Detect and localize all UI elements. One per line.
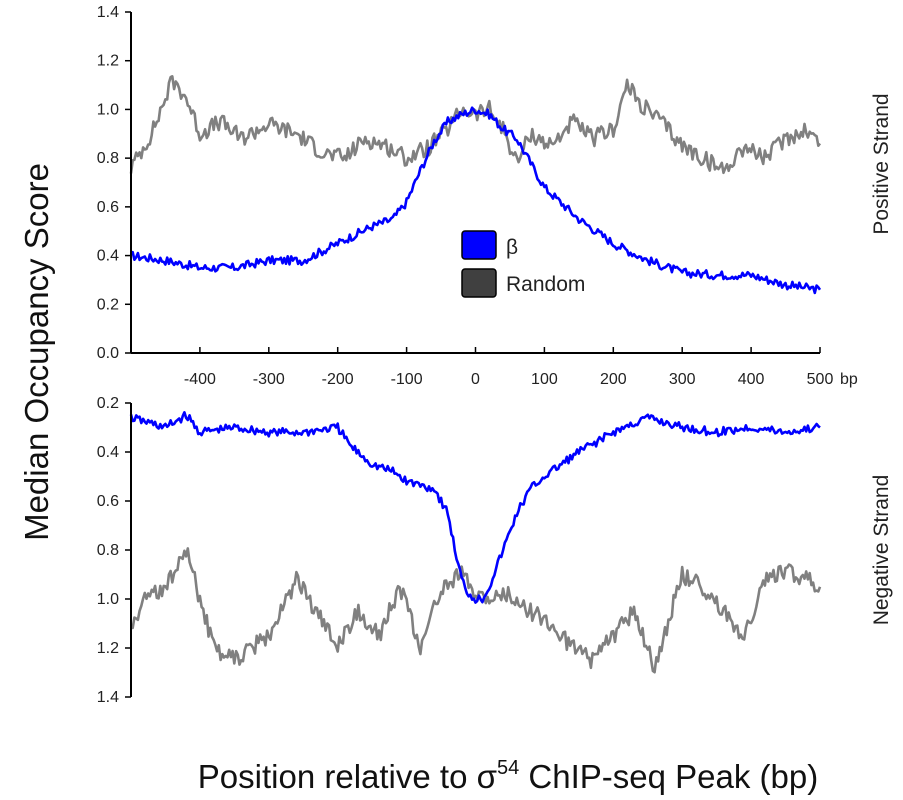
y-tick-label: 0.8 xyxy=(97,150,119,167)
y-tick-label: 0.8 xyxy=(97,542,119,559)
x-axis-title-superscript: 54 xyxy=(497,757,519,779)
y-tick-label: 0.6 xyxy=(97,199,119,216)
x-unit-label: bp xyxy=(840,371,858,388)
series-line-beta xyxy=(129,410,821,604)
x-tick-label: -100 xyxy=(391,371,423,388)
positive-strand-label: Positive Strand xyxy=(870,93,893,234)
x-axis-title-suffix: ChIP-seq Peak (bp) xyxy=(519,758,818,795)
x-axis: -400 -300 -200 -100 0 100 200 300 400 500 bp xyxy=(131,347,858,388)
x-tick-label: 300 xyxy=(669,371,696,388)
x-tick-label: 400 xyxy=(738,371,765,388)
y-tick-label: 1.0 xyxy=(97,101,119,118)
x-tick-label: -400 xyxy=(184,371,216,388)
y-tick-label: 0.0 xyxy=(97,345,119,362)
panel-negative: 0.2 0.4 0.6 0.8 1.0 1.2 1.4 xyxy=(97,395,822,706)
legend-swatch-beta xyxy=(461,230,497,260)
y-tick-label: 0.4 xyxy=(97,444,119,461)
x-tick-label: 0 xyxy=(471,371,480,388)
y-tick-label: 1.2 xyxy=(97,640,119,657)
y-tick-label: 1.0 xyxy=(97,591,119,608)
x-axis-title-symbol: σ xyxy=(477,758,497,795)
x-axis-title: Position relative to σ54 ChIP-seq Peak (… xyxy=(198,757,818,795)
x-tick-label: 200 xyxy=(600,371,627,388)
x-tick-label: -200 xyxy=(322,371,354,388)
series-line-random xyxy=(130,547,822,674)
legend: β Random xyxy=(461,230,585,298)
y-tick-label: 0.2 xyxy=(97,395,119,412)
y-tick-label: 0.6 xyxy=(97,493,119,510)
legend-label-random: Random xyxy=(506,273,585,296)
series-line-beta xyxy=(130,106,822,295)
y-tick-label: 0.2 xyxy=(97,296,119,313)
legend-swatch-random xyxy=(461,268,497,298)
y-axis-title: Median Occupancy Score xyxy=(18,163,55,541)
y-tick-label: 1.2 xyxy=(97,53,119,70)
x-tick-label: 500 xyxy=(807,371,834,388)
y-tick-label: 0.4 xyxy=(97,248,119,265)
x-axis-title-prefix: Position relative to xyxy=(198,758,477,795)
x-tick-label: -300 xyxy=(253,371,285,388)
y-tick-label: 1.4 xyxy=(97,4,119,21)
negative-strand-label: Negative Strand xyxy=(870,475,893,626)
series-line-random xyxy=(129,75,822,175)
y-tick-label: 1.4 xyxy=(97,689,119,706)
x-tick-label: 100 xyxy=(531,371,558,388)
legend-label-beta: β xyxy=(506,236,518,259)
panel-positive: 0.0 0.2 0.4 0.6 0.8 1.0 1.2 1.4 xyxy=(97,4,822,362)
